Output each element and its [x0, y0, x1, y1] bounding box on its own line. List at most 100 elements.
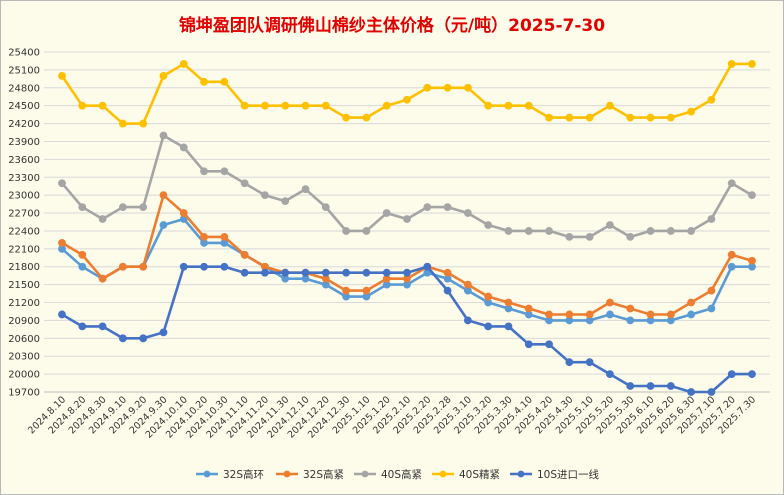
data-point: [342, 268, 351, 277]
data-point: [301, 268, 310, 277]
data-point: [504, 101, 513, 110]
data-point: [281, 268, 290, 277]
y-tick-label: 24200: [8, 119, 40, 130]
legend-swatch-marker: [361, 470, 369, 478]
legend: 32S高环 32S高紧 40S高紧 40S精紧 10S进口一线: [196, 468, 600, 481]
data-point: [200, 233, 208, 241]
legend-label: 40S高紧: [381, 468, 422, 481]
data-point: [78, 262, 87, 271]
data-point: [504, 298, 513, 307]
data-point: [58, 238, 66, 247]
data-point: [159, 71, 168, 80]
data-point: [220, 167, 229, 176]
legend-label: 40S精紧: [459, 468, 500, 481]
data-point: [118, 334, 127, 343]
data-point: [463, 209, 472, 217]
data-point: [504, 322, 513, 331]
data-point: [362, 268, 371, 277]
data-point: [687, 298, 696, 307]
data-point: [646, 113, 655, 122]
data-point: [484, 221, 493, 229]
data-point: [118, 119, 127, 128]
data-point: [179, 209, 188, 217]
data-point: [98, 274, 107, 283]
data-point: [626, 304, 635, 313]
data-point: [382, 268, 391, 277]
data-point: [98, 215, 107, 223]
data-point: [179, 262, 188, 271]
data-point: [240, 250, 249, 259]
legend-label: 10S进口一线: [537, 468, 600, 481]
y-tick-label: 23300: [8, 173, 40, 184]
y-tick-label: 25100: [8, 65, 40, 76]
data-point: [139, 119, 148, 128]
data-point: [321, 203, 330, 211]
data-point: [342, 286, 351, 295]
data-point: [362, 227, 371, 235]
data-point: [139, 203, 148, 211]
data-point: [58, 310, 66, 319]
data-point: [565, 358, 574, 367]
data-point: [626, 316, 635, 325]
data-point: [159, 191, 168, 200]
data-point: [565, 113, 574, 122]
data-point: [463, 83, 472, 92]
y-tick-label: 22700: [8, 209, 40, 220]
data-point: [463, 280, 472, 289]
data-point: [484, 101, 493, 110]
data-point: [118, 203, 127, 211]
data-point: [666, 382, 675, 390]
data-point: [301, 185, 310, 194]
data-point: [626, 233, 635, 241]
data-point: [200, 77, 208, 86]
data-point: [606, 310, 614, 319]
data-point: [281, 101, 290, 110]
data-point: [687, 107, 696, 116]
data-point: [707, 388, 716, 396]
data-point: [585, 113, 594, 122]
data-point: [139, 334, 148, 343]
data-point: [362, 113, 371, 122]
data-point: [342, 113, 351, 122]
data-point: [159, 328, 168, 337]
y-tick-label: 20300: [8, 352, 40, 363]
data-point: [687, 388, 696, 396]
data-point: [545, 227, 553, 235]
data-point: [524, 101, 533, 110]
data-point: [727, 250, 736, 259]
data-point: [748, 191, 756, 200]
y-tick-label: 24800: [8, 83, 40, 94]
data-point: [484, 292, 493, 301]
data-point: [626, 382, 635, 390]
data-point: [240, 268, 249, 277]
gridlines: [44, 51, 770, 393]
data-point: [281, 197, 290, 206]
data-point: [78, 250, 87, 259]
data-point: [748, 256, 756, 265]
data-point: [403, 268, 411, 277]
y-tick-label: 21200: [8, 298, 40, 309]
data-point: [545, 310, 553, 319]
y-tick-label: 23600: [8, 155, 40, 166]
data-point: [524, 304, 533, 313]
data-point: [98, 101, 107, 110]
y-tick-label: 20600: [8, 334, 40, 345]
data-point: [139, 262, 148, 271]
data-point: [240, 101, 249, 110]
y-tick-label: 22100: [8, 244, 40, 255]
data-point: [443, 286, 452, 295]
data-point: [463, 316, 472, 325]
data-point: [707, 95, 716, 104]
data-point: [423, 83, 432, 92]
y-tick-label: 23000: [8, 191, 40, 202]
data-point: [58, 179, 66, 188]
data-point: [606, 221, 614, 229]
data-point: [240, 179, 249, 188]
data-point: [524, 227, 533, 235]
data-point: [545, 340, 553, 349]
data-point: [666, 310, 675, 319]
data-point: [545, 113, 553, 122]
data-point: [666, 227, 675, 235]
y-tick-label: 24500: [8, 101, 40, 112]
data-point: [261, 191, 269, 200]
